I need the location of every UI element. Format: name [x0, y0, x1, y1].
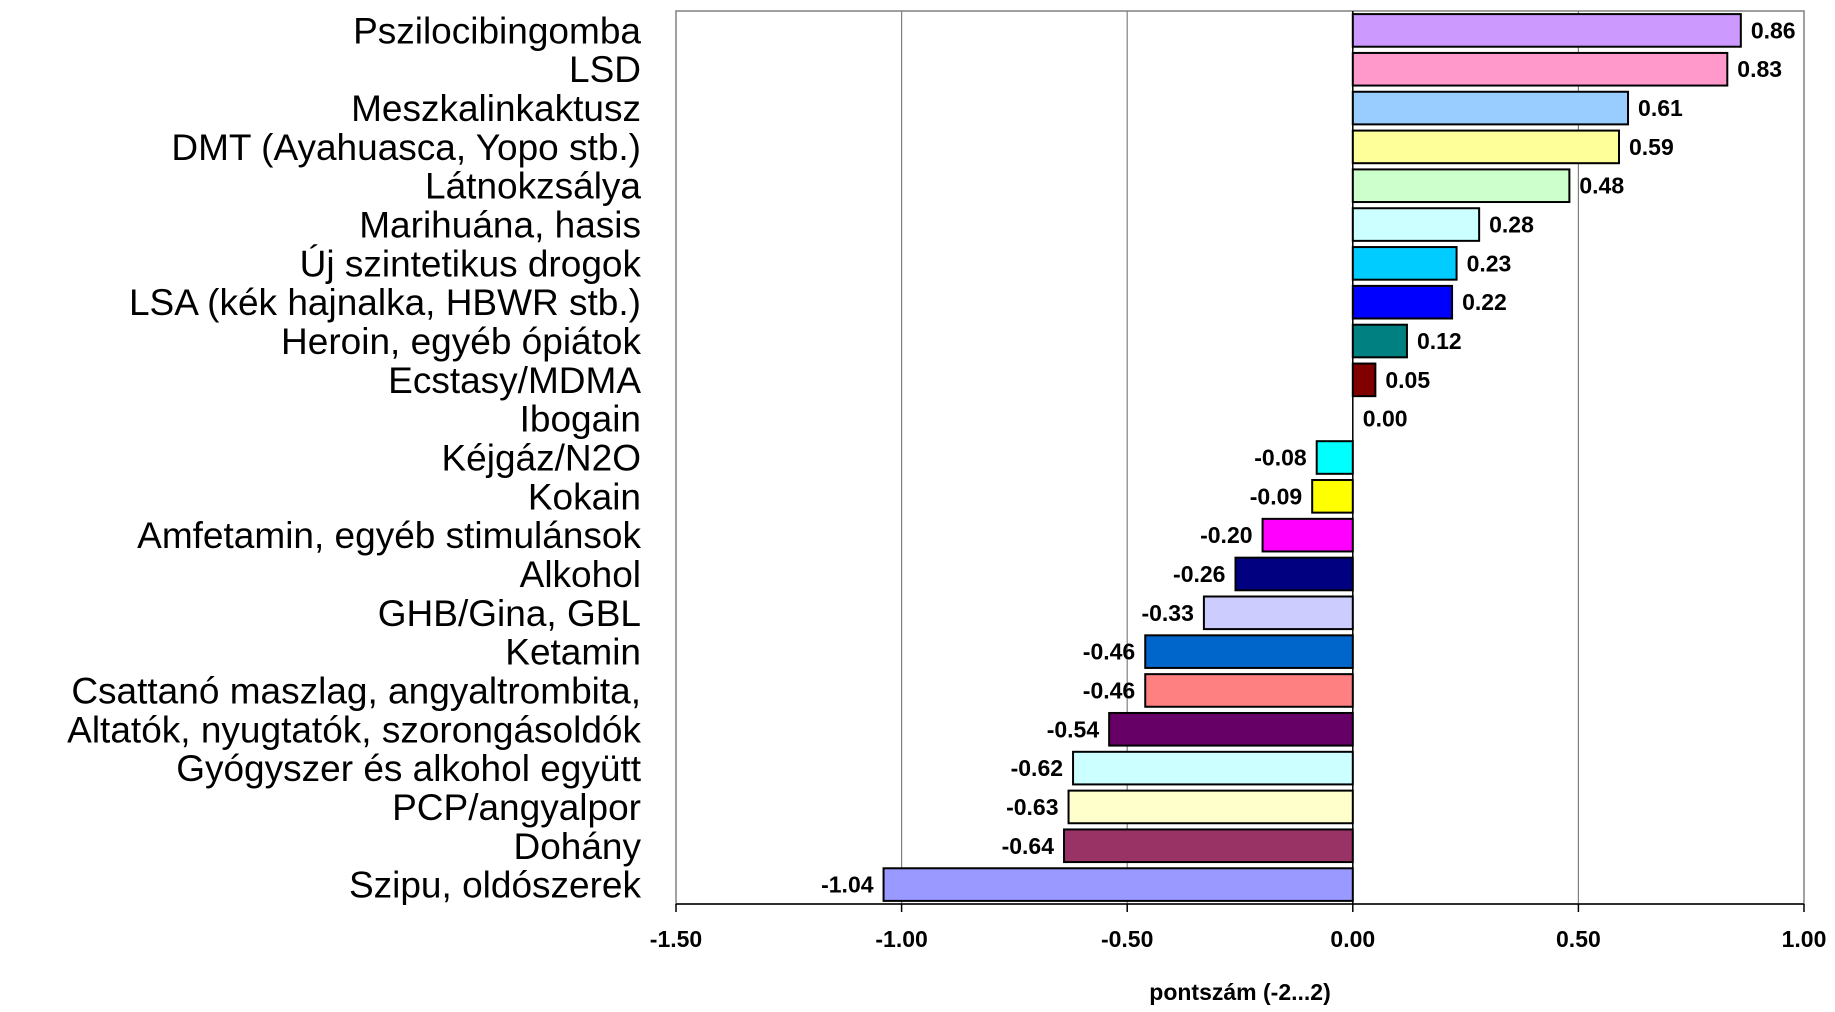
value-label: 0.48	[1579, 173, 1624, 199]
value-label: 0.12	[1417, 328, 1462, 354]
bar	[1351, 246, 1458, 281]
bar	[1351, 13, 1742, 48]
bar	[882, 867, 1354, 902]
tick-label: 0.50	[1556, 926, 1601, 952]
x-ticks: -1.50 -1.00 -0.50 0.00 0.50 1.00	[650, 904, 1827, 952]
value-label: -0.64	[1002, 833, 1055, 859]
value-label: -1.04	[821, 872, 874, 898]
bar	[1234, 556, 1354, 592]
tick-label: -1.00	[875, 926, 927, 952]
bar	[1261, 517, 1354, 553]
tick-label: 1.00	[1782, 926, 1827, 952]
value-label: 0.05	[1385, 367, 1430, 393]
category-label: Kokain	[528, 476, 641, 517]
bar	[1351, 323, 1408, 359]
bar	[1202, 595, 1354, 631]
category-label: DMT (Ayahuasca, Yopo stb.)	[171, 127, 641, 168]
category-label: Meszkalinkaktusz	[351, 88, 641, 129]
bar	[1144, 634, 1354, 669]
category-label: Ketamin	[505, 632, 641, 673]
bars	[882, 13, 1742, 902]
category-label: Altatók, nyugtatók, szorongásoldók	[67, 709, 641, 750]
category-label: Ibogain	[520, 399, 641, 440]
category-label: Csattanó maszlag, angyaltrombita,	[71, 670, 641, 711]
category-label: PCP/angyalpor	[392, 787, 641, 828]
bar	[1311, 479, 1354, 514]
category-label: Kéjgáz/N2O	[442, 438, 642, 479]
bar	[1072, 750, 1354, 786]
value-label: -0.33	[1141, 600, 1193, 626]
value-label: -0.20	[1200, 522, 1252, 548]
category-label: Amfetamin, egyéb stimulánsok	[137, 515, 641, 556]
bar	[1351, 362, 1377, 398]
bar	[1063, 828, 1354, 864]
value-label: -0.09	[1250, 483, 1302, 509]
bar	[1351, 90, 1630, 126]
value-label: 0.86	[1751, 17, 1796, 43]
category-label: LSA (kék hajnalka, HBWR stb.)	[129, 282, 641, 323]
value-label: -0.54	[1047, 716, 1100, 742]
value-label: -0.63	[1006, 794, 1058, 820]
value-label: 0.22	[1462, 289, 1507, 315]
category-label: Pszilocibingomba	[353, 10, 641, 51]
tick-label: -1.50	[650, 926, 702, 952]
tick-label: -0.50	[1101, 926, 1153, 952]
value-label: 0.00	[1363, 406, 1408, 432]
category-label: Heroin, egyéb ópiátok	[281, 321, 641, 362]
value-label: -0.46	[1083, 677, 1135, 703]
bar	[1108, 711, 1354, 747]
value-label: -0.62	[1011, 755, 1063, 781]
category-label: Marihuána, hasis	[359, 205, 641, 246]
bar	[1351, 284, 1454, 320]
value-label: 0.23	[1467, 250, 1512, 276]
bar	[1144, 673, 1354, 708]
category-label: GHB/Gina, GBL	[378, 593, 641, 634]
category-label: Új szintetikus drogok	[300, 243, 642, 284]
value-label: -0.26	[1173, 561, 1225, 587]
value-labels: 0.86 0.83 0.61 0.590.48 0.28 0.23 0.220.12 0.05…	[821, 17, 1795, 897]
value-label: 0.83	[1737, 56, 1782, 82]
category-label: Ecstasy/MDMA	[388, 360, 641, 401]
bar	[1315, 440, 1354, 475]
value-label: 0.59	[1629, 134, 1674, 160]
bar	[1067, 789, 1354, 825]
category-label: Szipu, oldószerek	[349, 865, 642, 906]
category-label: Alkohol	[520, 554, 641, 595]
category-label: LSD	[569, 49, 641, 90]
category-label: Látnokzsálya	[425, 166, 641, 207]
value-label: 0.28	[1489, 212, 1534, 238]
tick-label: 0.00	[1330, 926, 1375, 952]
bar	[1351, 129, 1621, 165]
value-label: -0.46	[1083, 639, 1135, 665]
value-label: -0.08	[1254, 445, 1307, 471]
bar	[1351, 207, 1481, 242]
category-label: Dohány	[513, 826, 641, 867]
bar	[1351, 51, 1729, 87]
x-axis-title: pontszám (-2...2)	[1149, 979, 1330, 1005]
bar	[1351, 168, 1571, 204]
value-label: 0.61	[1638, 95, 1683, 121]
category-label: Gyógyszer és alkohol együtt	[176, 748, 642, 789]
